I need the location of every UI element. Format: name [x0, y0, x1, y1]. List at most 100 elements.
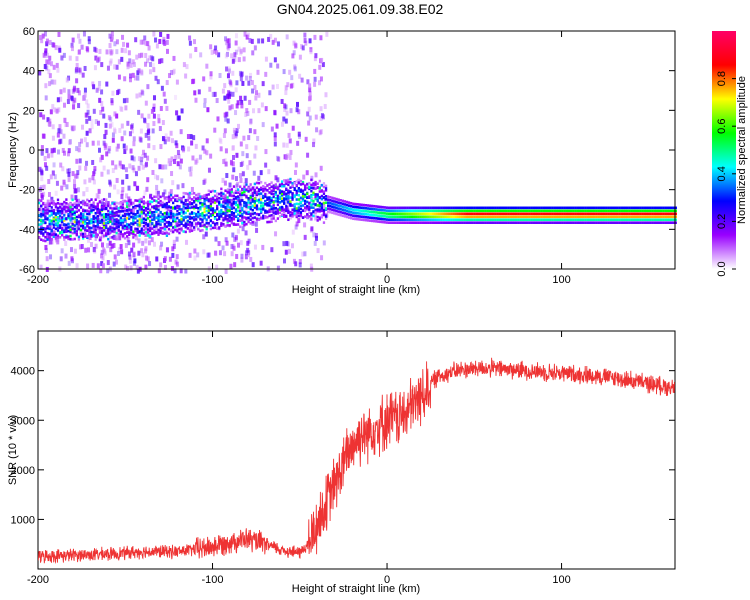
spectrogram-cell	[306, 206, 309, 210]
spectrogram-cell	[494, 215, 497, 219]
spectrogram-cell	[285, 214, 288, 218]
spectrogram-cell	[433, 209, 437, 213]
spectrogram-speckle	[234, 131, 238, 137]
spectrogram-cell	[283, 213, 286, 217]
spectrogram-cell	[169, 206, 173, 209]
spectrogram-cell	[287, 209, 290, 213]
spectrogram-cell	[209, 204, 213, 208]
spectrogram-cell	[201, 220, 204, 224]
spectrogram-cell	[421, 206, 424, 210]
spectrogram-cell	[398, 221, 401, 224]
spectrogram-speckle	[124, 48, 128, 54]
spectrogram-speckle	[168, 73, 172, 79]
spectrogram-cell	[377, 217, 380, 220]
spectrogram-speckle	[139, 137, 143, 143]
spectrogram-cell	[308, 208, 311, 211]
spectrogram-speckle	[314, 53, 318, 59]
spectrogram-cell	[220, 215, 223, 218]
spectrogram-cell	[77, 235, 81, 239]
spectrogram-speckle	[61, 166, 65, 172]
spectrogram-cell	[226, 200, 229, 204]
spectrogram-speckle	[139, 215, 143, 221]
spectrogram-cell	[88, 229, 91, 232]
spectrogram-cell	[207, 204, 210, 208]
spectrogram-cell	[331, 211, 334, 215]
spectrogram-cell	[205, 221, 208, 225]
spectrogram-speckle	[252, 108, 256, 114]
spectrogram-cell	[138, 224, 141, 227]
spectrogram-cell	[578, 218, 581, 222]
spectrogram-cell	[234, 208, 238, 211]
spectrogram-cell	[167, 215, 171, 219]
spectrogram-cell	[616, 212, 619, 216]
spectrogram-cell	[280, 205, 284, 209]
spectrogram-cell	[58, 202, 62, 206]
spectrogram-cell	[67, 226, 70, 229]
spectrogram-speckle	[234, 87, 238, 93]
spectrogram-speckle	[86, 47, 90, 53]
spectrogram-cell	[276, 194, 280, 198]
spectrogram-speckle	[112, 234, 116, 240]
spectrogram-cell	[220, 191, 223, 195]
spectrogram-cell	[153, 205, 156, 208]
spectrogram-cell	[98, 208, 102, 212]
spectrogram-speckle	[45, 148, 49, 154]
spectrogram-cell	[324, 215, 328, 218]
spectrogram-cell	[86, 202, 89, 206]
spectrogram-cell	[132, 222, 135, 226]
spectrogram-speckle	[236, 242, 240, 248]
spectrogram-cell	[303, 215, 307, 218]
spectrogram-cell	[50, 209, 53, 212]
spectrogram-speckle	[113, 128, 117, 134]
spectrogram-speckle	[284, 85, 288, 91]
spectrogram-cell	[280, 180, 284, 183]
spectrogram-cell	[52, 223, 55, 227]
spectrogram-speckle	[45, 41, 49, 47]
spectrogram-cell	[180, 208, 183, 211]
spectrogram-cell	[245, 211, 248, 215]
spectrogram-cell	[590, 215, 594, 219]
spectrogram-cell	[425, 218, 428, 222]
spectrogram-speckle	[77, 33, 81, 39]
spectrogram-cell	[523, 218, 527, 222]
spectrogram-cell	[148, 226, 152, 230]
spectrogram-cell	[456, 218, 460, 222]
spectrogram-cell	[431, 221, 435, 224]
spectrogram-cell	[461, 221, 464, 224]
spectrogram-speckle	[202, 76, 206, 82]
spectrogram-speckle	[56, 97, 60, 103]
spectrogram-cell	[249, 188, 252, 192]
spectrogram-cell	[117, 224, 120, 227]
spectrogram-cell	[249, 196, 252, 199]
spectrogram-speckle	[148, 69, 152, 75]
spectrogram-cell	[69, 230, 72, 234]
spectrogram-speckle	[92, 226, 96, 232]
spectrogram-cell	[523, 215, 527, 219]
spectrogram-cell	[616, 215, 619, 219]
spectrogram-speckle	[144, 264, 148, 270]
spectrogram-cell	[259, 204, 263, 207]
spectrogram-speckle	[197, 192, 201, 198]
spectrogram-cell	[111, 212, 114, 216]
spectrogram-speckle	[40, 170, 44, 176]
spectrogram-speckle	[46, 199, 50, 205]
spectrogram-cell	[611, 218, 615, 222]
spectrogram-cell	[255, 204, 259, 207]
spectrogram-cell	[314, 197, 317, 201]
spectrogram-cell	[318, 190, 321, 193]
spectrogram-cell	[262, 202, 265, 205]
spectrogram-cell	[197, 212, 200, 216]
spectrogram-cell	[584, 212, 587, 216]
spectrogram-cell	[272, 201, 275, 204]
spectrogram-speckle	[118, 235, 122, 241]
spectrogram-cell	[52, 203, 55, 206]
spectrogram-cell	[176, 194, 179, 198]
spectrogram-cell	[157, 222, 160, 226]
spectrogram-cell	[180, 197, 183, 200]
spectrogram-cell	[241, 216, 244, 219]
spectrogram-speckle	[134, 171, 138, 177]
spectrogram-cell	[398, 206, 401, 210]
spectrogram-cell	[111, 226, 114, 230]
spectrogram-speckle	[302, 174, 306, 180]
spectrogram-cell	[184, 215, 187, 219]
